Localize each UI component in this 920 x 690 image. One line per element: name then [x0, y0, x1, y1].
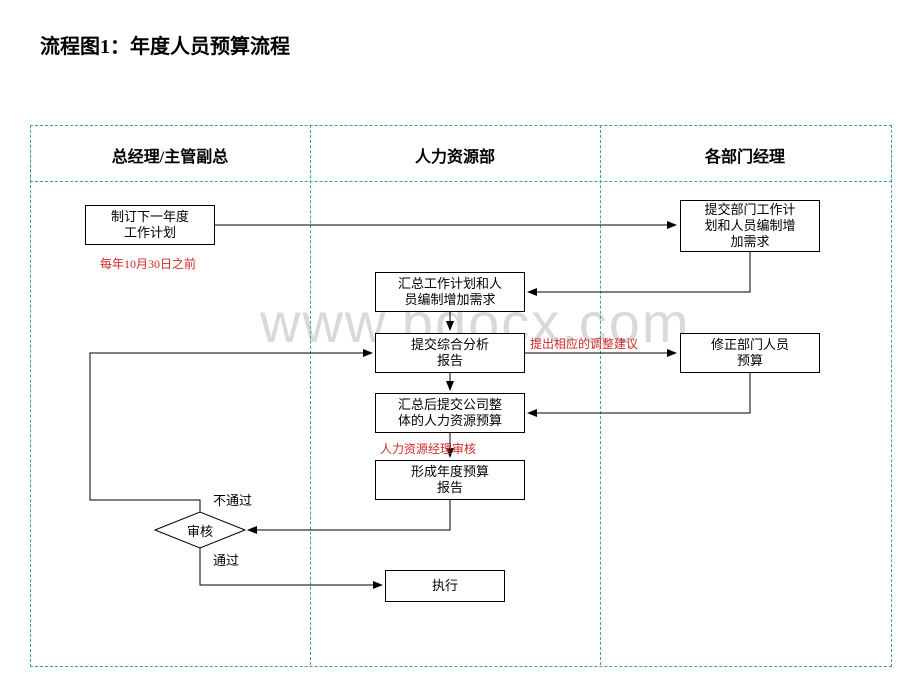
node-execute: 执行	[385, 570, 505, 602]
lane-header-hr: 人力资源部	[310, 143, 600, 167]
edge-label-adjust-suggestion: 提出相应的调整建议	[530, 335, 638, 352]
node-hr-aggregate: 汇总工作计划和人员编制增加需求	[375, 272, 525, 312]
node-audit: 审核	[155, 521, 245, 540]
lane-header-dep: 各部门经理	[600, 143, 890, 167]
lane-divider-2	[600, 125, 601, 665]
edge-label-hr-manager-review: 人力资源经理审核	[380, 440, 476, 457]
edge-label-pass: 通过	[213, 550, 239, 569]
page-title: 流程图1：年度人员预算流程	[40, 30, 290, 59]
node-hr-company-budget: 汇总后提交公司整体的人力资源预算	[375, 393, 525, 433]
node-dept-submit: 提交部门工作计划和人员编制增加需求	[680, 200, 820, 252]
node-hr-analysis: 提交综合分析报告	[375, 333, 525, 373]
edge-label-fail: 不通过	[213, 490, 252, 509]
lane-header-gm: 总经理/主管副总	[30, 143, 310, 167]
node-hr-annual-report: 形成年度预算报告	[375, 460, 525, 500]
node-plan-next-year: 制订下一年度工作计划	[85, 205, 215, 245]
annotation-deadline: 每年10月30日之前	[100, 255, 196, 272]
node-dept-revise: 修正部门人员预算	[680, 333, 820, 373]
lane-divider-1	[310, 125, 311, 665]
